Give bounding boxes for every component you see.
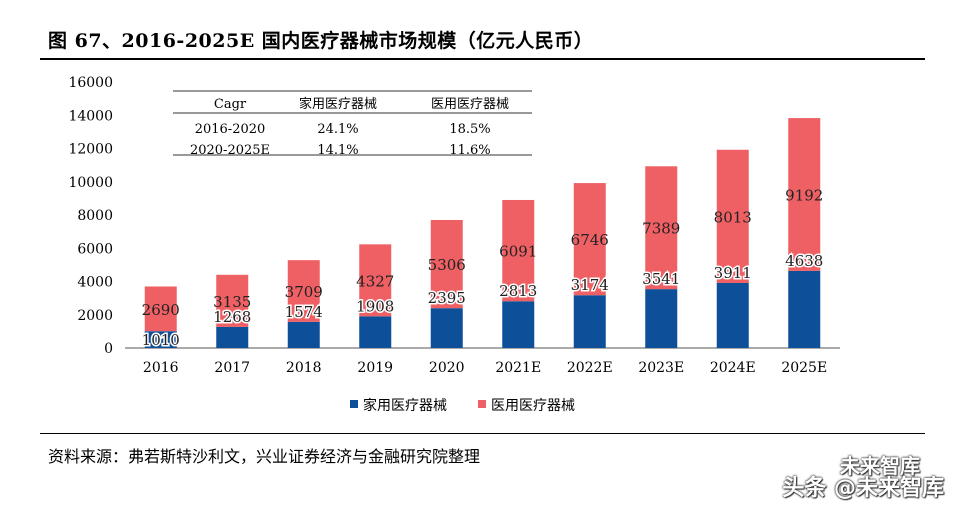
x-tick-label: 2019 bbox=[357, 360, 393, 376]
data-label-hospital: 3709 bbox=[285, 283, 323, 301]
data-label-home: 3911 bbox=[714, 264, 752, 282]
title-rule bbox=[40, 58, 925, 60]
bar-home bbox=[287, 321, 320, 348]
y-tick-label: 16000 bbox=[68, 75, 113, 91]
data-label-home: 1010 bbox=[142, 331, 180, 349]
bar-hospital bbox=[287, 260, 320, 322]
legend-swatch-home bbox=[350, 400, 358, 408]
table-cell: 2016-2020 bbox=[195, 122, 266, 137]
data-label-hospital: 6091 bbox=[499, 243, 537, 261]
data-label-hospital: 2690 bbox=[142, 301, 180, 319]
legend-swatch-hospital bbox=[478, 400, 486, 408]
y-tick-label: 12000 bbox=[68, 142, 113, 158]
y-tick-label: 14000 bbox=[68, 108, 113, 124]
bar-hospital bbox=[788, 118, 821, 271]
y-tick-label: 4000 bbox=[77, 275, 113, 291]
bar-home bbox=[502, 301, 535, 348]
data-label-hospital: 6746 bbox=[571, 231, 609, 249]
bar-hospital bbox=[645, 166, 678, 290]
data-label-home: 2395 bbox=[428, 289, 466, 307]
bar-hospital bbox=[144, 286, 177, 332]
data-label-hospital: 7389 bbox=[642, 220, 680, 238]
data-label-hospital: 9192 bbox=[785, 186, 823, 204]
bar-home bbox=[573, 295, 606, 348]
data-label-hospital: 8013 bbox=[714, 208, 752, 226]
y-tick-label: 8000 bbox=[77, 208, 113, 224]
legend-label: 家用医疗器械 bbox=[363, 397, 447, 414]
bar-hospital bbox=[430, 219, 463, 309]
y-tick-label: 2000 bbox=[77, 308, 113, 324]
bar-home bbox=[359, 316, 392, 348]
figure-title: 图 67、2016-2025E 国内医疗器械市场规模（亿元人民币） bbox=[48, 30, 594, 52]
bar-home bbox=[216, 326, 249, 348]
bar-home bbox=[716, 282, 749, 348]
x-tick-label: 2016 bbox=[143, 360, 179, 376]
bar-home bbox=[430, 308, 463, 348]
x-tick-label: 2025E bbox=[781, 360, 827, 376]
table-header-cell: Cagr bbox=[214, 97, 247, 112]
y-tick-label: 6000 bbox=[77, 241, 113, 257]
table-cell: 2020-2025E bbox=[190, 143, 270, 158]
bar-home bbox=[788, 270, 821, 348]
x-tick-label: 2022E bbox=[567, 360, 613, 376]
x-tick-label: 2018 bbox=[286, 360, 322, 376]
data-label-hospital: 4327 bbox=[356, 272, 394, 290]
data-label-hospital: 3135 bbox=[213, 293, 251, 311]
table-cell: 14.1% bbox=[317, 143, 358, 158]
bar-hospital bbox=[573, 183, 606, 296]
y-tick-label: 10000 bbox=[68, 175, 113, 191]
table-header-cell: 家用医疗器械 bbox=[299, 96, 377, 112]
table-cell: 24.1% bbox=[317, 122, 358, 137]
data-label-home: 3541 bbox=[642, 270, 680, 288]
x-tick-label: 2023E bbox=[638, 360, 684, 376]
x-tick-label: 2017 bbox=[214, 360, 250, 376]
table-cell: 11.6% bbox=[449, 143, 490, 158]
wechat-logo-icon bbox=[1, 454, 27, 472]
source-rule bbox=[40, 433, 925, 434]
data-label-home: 4638 bbox=[785, 252, 823, 270]
x-tick-label: 2021E bbox=[495, 360, 541, 376]
data-label-home: 2813 bbox=[499, 282, 537, 300]
watermark-handle: 头条 @未来智库 bbox=[782, 476, 944, 501]
y-tick-label: 0 bbox=[104, 341, 113, 357]
x-tick-label: 2020 bbox=[429, 360, 465, 376]
bar-hospital bbox=[716, 149, 749, 283]
bar-hospital bbox=[216, 274, 249, 327]
x-tick-label: 2024E bbox=[710, 360, 756, 376]
table-header-cell: 医用医疗器械 bbox=[431, 97, 509, 112]
bar-hospital bbox=[359, 244, 392, 317]
data-label-hospital: 5306 bbox=[428, 256, 466, 274]
source-note: 资料来源：弗若斯特沙利文，兴业证券经济与金融研究院整理 bbox=[48, 447, 481, 466]
table-cell: 18.5% bbox=[449, 122, 490, 137]
legend-label: 医用医疗器械 bbox=[491, 398, 575, 414]
bar-home bbox=[645, 289, 678, 348]
data-label-home: 1908 bbox=[356, 297, 394, 315]
data-label-home: 3174 bbox=[571, 276, 609, 294]
bar-home bbox=[144, 331, 177, 348]
data-label-home: 1268 bbox=[213, 308, 251, 326]
data-label-home: 1574 bbox=[285, 303, 323, 321]
watermark-brand: 未来智库 bbox=[840, 454, 920, 478]
bar-hospital bbox=[502, 199, 535, 302]
